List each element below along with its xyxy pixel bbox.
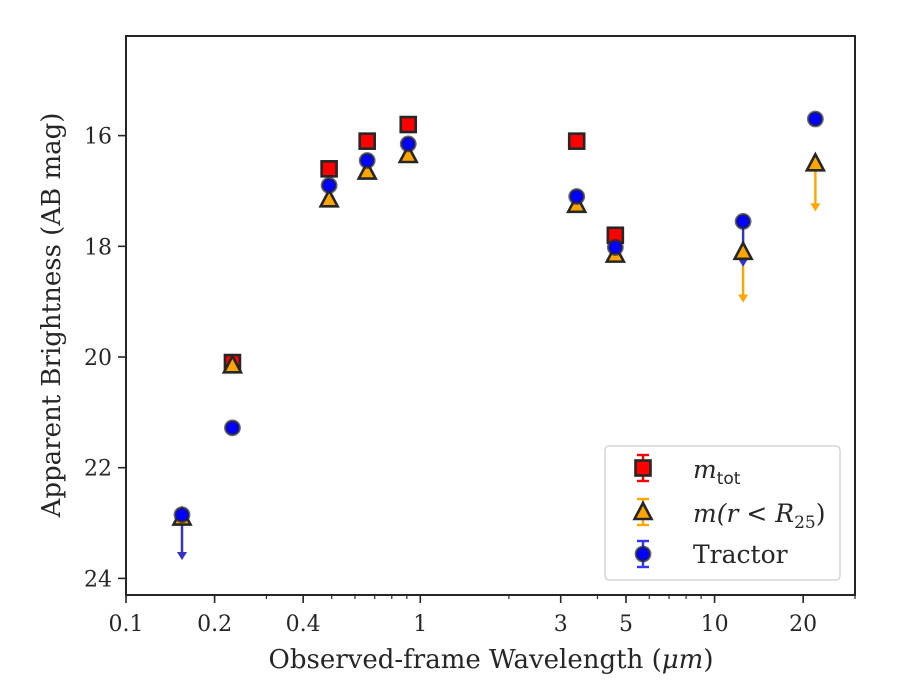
legend-label-m-r25-base: m(r < R [693,499,794,528]
x-axis-label-unit: μm [662,645,704,675]
legend-label-m-tot-base: m [693,455,717,484]
x-axis-label: Observed-frame Wavelength (μm) [269,645,714,675]
data-point-m-r25 [318,187,340,208]
data-marks [171,110,827,561]
legend-marker-square [634,459,652,477]
legend-label-m-tot: mtot [693,455,741,489]
x-tick-label: 20 [789,612,817,637]
x-tick-label: 3 [554,612,568,637]
data-point-tractor [173,506,191,524]
data-point-tractor [399,135,417,153]
plot-frame [125,35,856,596]
x-tick-label: 5 [619,612,633,637]
data-point-tractor [606,239,624,256]
y-tick-label: 16 [84,125,112,150]
legend-marker-circle [634,545,652,563]
x-tick-label: 10 [701,612,729,637]
x-axis-label-main: Observed-frame Wavelength ( [269,645,662,675]
legend-entry-tractor: Tractor [634,539,788,569]
legend-symbol-square [634,453,652,483]
legend-label-m-r25-tail: ) [816,499,826,528]
data-point-m-tot [320,160,338,178]
y-tick-label: 18 [84,235,112,260]
data-point-m-r25 [356,159,378,180]
legend: mtot m(r < R25) Tractor [604,445,841,581]
legend-entry-m-r25: m(r < R25) [632,497,825,533]
upper-limit-arrow-m-r25-head [738,294,749,303]
axis-ticks: 0.1 0.2 0.4 1 3 5 10 20 16 18 20 22 24 [84,125,856,637]
data-point-tractor [734,213,752,230]
legend-label-m-tot-sub: tot [717,469,741,489]
x-tick-label: 0.1 [109,612,144,637]
y-tick-label: 20 [84,346,112,371]
data-point-m-r25 [397,143,419,164]
data-point-tractor [320,177,338,194]
x-tick-label: 1 [413,612,427,637]
x-tick-label: 0.4 [286,612,321,637]
data-point-tractor [224,419,241,437]
legend-label-tractor: Tractor [693,540,788,569]
x-tick-label: 0.2 [197,612,232,637]
upper-limit-arrow-tractor-head [177,552,188,561]
legend-box [604,445,841,581]
legend-symbol-circle [634,539,652,569]
legend-label-m-r25: m(r < R25) [693,499,825,533]
data-point-m-tot [399,115,418,134]
y-tick-label: 22 [84,457,112,482]
legend-marker-triangle [632,500,654,521]
y-tick-label: 24 [84,567,112,592]
upper-limit-arrow-m-r25-head [810,203,821,212]
data-point-m-r25 [732,240,754,261]
data-point-tractor [568,188,586,205]
legend-symbol-triangle [632,497,654,527]
data-point-tractor [358,152,376,169]
x-axis-label-close: ) [703,645,713,675]
data-point-m-tot [358,132,376,150]
data-point-m-r25 [221,353,244,374]
data-point-m-r25 [804,151,827,172]
legend-entry-m-tot: mtot [634,453,741,489]
upper-limit-arrow-tractor-head [738,258,749,267]
data-point-tractor [806,110,824,128]
y-axis-label: Apparent Brightness (AB mag) [37,113,67,519]
data-point-m-tot [567,132,586,150]
legend-label-m-r25-sub: 25 [794,513,816,533]
